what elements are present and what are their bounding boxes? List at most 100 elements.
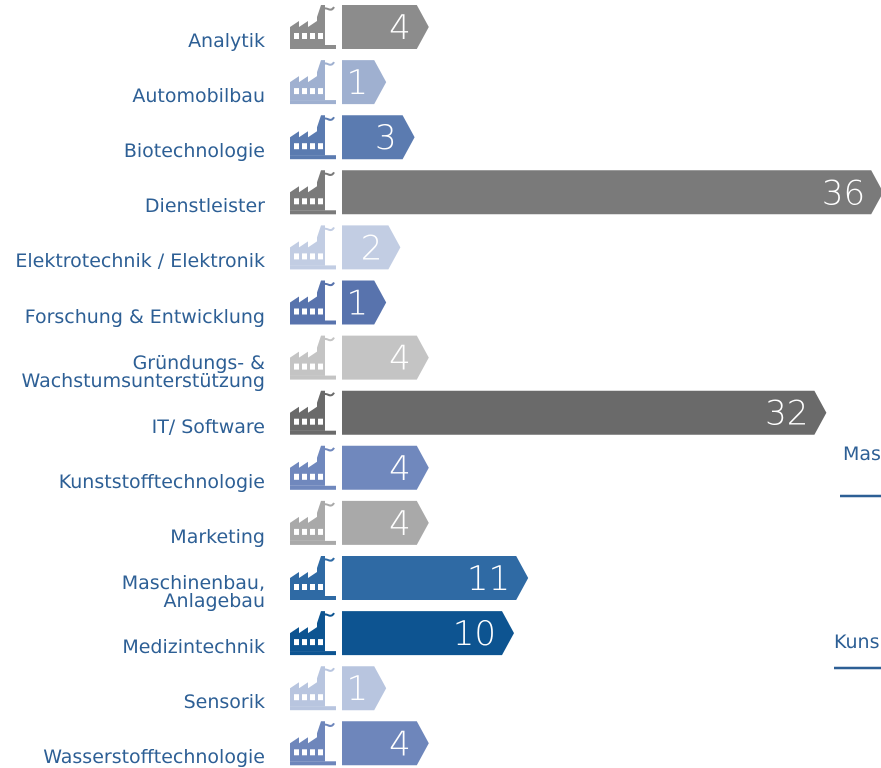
- factory-window: [302, 308, 307, 315]
- factory-icon: [290, 60, 336, 105]
- factory-window: [310, 88, 315, 95]
- factory-window: [294, 473, 299, 480]
- category-label: Marketing: [170, 525, 265, 548]
- factory-icon: [290, 721, 336, 766]
- factory-window: [318, 363, 323, 370]
- factory-base: [290, 100, 336, 105]
- factory-base: [290, 430, 336, 435]
- factory-window: [294, 639, 299, 646]
- bar: [342, 225, 401, 270]
- factory-window: [302, 639, 307, 646]
- factory-window: [318, 418, 323, 425]
- factory-icon: [290, 225, 336, 270]
- category-label: Maschinenbau, Anlagebau: [121, 572, 265, 612]
- factory-window: [302, 33, 307, 39]
- factory-smoke: [319, 722, 335, 729]
- factory-icon: [290, 445, 336, 490]
- factory-window: [294, 198, 299, 205]
- factory-smoke: [319, 61, 335, 67]
- factory-icon: [290, 335, 336, 380]
- factory-window: [302, 584, 307, 590]
- category-label: Analytik: [188, 30, 265, 52]
- factory-window: [302, 473, 307, 480]
- factory-window: [294, 88, 299, 95]
- factory-base: [290, 706, 336, 711]
- factory-window: [310, 473, 315, 480]
- factory-window: [318, 308, 323, 315]
- bar: [342, 556, 529, 600]
- factory-icon: [290, 390, 336, 435]
- factory-window: [302, 198, 307, 205]
- factory-window: [318, 33, 323, 39]
- factory-window: [318, 749, 323, 756]
- factory-base: [290, 375, 336, 380]
- bar: [342, 500, 429, 545]
- category-label: Medizintechnik: [122, 636, 265, 659]
- category-label: Forschung & Entwicklung: [24, 305, 265, 328]
- value-label: 2: [361, 228, 383, 268]
- factory-window: [318, 528, 323, 535]
- factory-window: [294, 749, 299, 756]
- factory-smoke: [319, 557, 335, 563]
- factory-smoke: [319, 6, 335, 12]
- annotation: Kuns: [834, 631, 880, 653]
- factory-window: [318, 198, 323, 205]
- factory-window: [302, 418, 307, 425]
- factory-window: [318, 473, 323, 480]
- factory-shape: [290, 500, 325, 541]
- factory-base: [290, 761, 336, 766]
- factory-window: [318, 143, 323, 150]
- factory-window: [302, 143, 307, 150]
- factory-window: [318, 253, 323, 260]
- factory-base: [290, 651, 336, 656]
- factory-icon: [290, 666, 336, 711]
- bar: [342, 170, 881, 215]
- category-label: Elektrotechnik / Elektronik: [15, 250, 265, 273]
- factory-window: [294, 584, 299, 590]
- value-label: 4: [389, 8, 411, 48]
- category-label: Sensorik: [183, 691, 265, 714]
- factory-base: [290, 320, 336, 325]
- factory-window: [318, 639, 323, 646]
- factory-icon: [290, 5, 336, 49]
- factory-smoke: [319, 226, 335, 233]
- factory-smoke: [319, 337, 335, 343]
- factory-smoke: [319, 171, 335, 178]
- factory-window: [310, 584, 315, 590]
- factory-window: [302, 253, 307, 260]
- factory-smoke: [319, 612, 335, 618]
- category-label: Wasserstofftechnologie: [43, 746, 265, 768]
- value-label: 4: [389, 449, 411, 489]
- value-label: 1: [347, 669, 369, 709]
- value-label: 4: [389, 339, 411, 379]
- factory-window: [302, 363, 307, 370]
- factory-window: [310, 528, 315, 535]
- factory-window: [294, 418, 299, 425]
- factory-window: [294, 308, 299, 315]
- value-label: 4: [389, 724, 411, 764]
- value-label: 1: [347, 63, 369, 103]
- factory-window: [302, 694, 307, 701]
- factory-smoke: [319, 502, 335, 508]
- value-label: 10: [453, 614, 496, 654]
- bar: [342, 721, 429, 766]
- bar: [342, 5, 429, 49]
- factory-window: [294, 363, 299, 370]
- bar: [342, 335, 429, 380]
- category-label: IT/ Software: [151, 415, 265, 438]
- factory-window: [294, 694, 299, 701]
- factory-base: [290, 265, 336, 270]
- bar: [342, 611, 514, 656]
- factory-window: [310, 198, 315, 205]
- factory-window: [310, 694, 315, 701]
- factory-window: [294, 528, 299, 535]
- factory-window: [302, 88, 307, 95]
- value-label: 11: [467, 559, 510, 599]
- factory-window: [310, 749, 315, 756]
- annotation: Mas: [843, 443, 881, 465]
- category-label: Dienstleister: [144, 195, 265, 218]
- factory-smoke: [319, 392, 335, 398]
- category-label: Gründungs- & Wachstumsunterstützung: [21, 351, 266, 392]
- factory-icon: [290, 280, 336, 325]
